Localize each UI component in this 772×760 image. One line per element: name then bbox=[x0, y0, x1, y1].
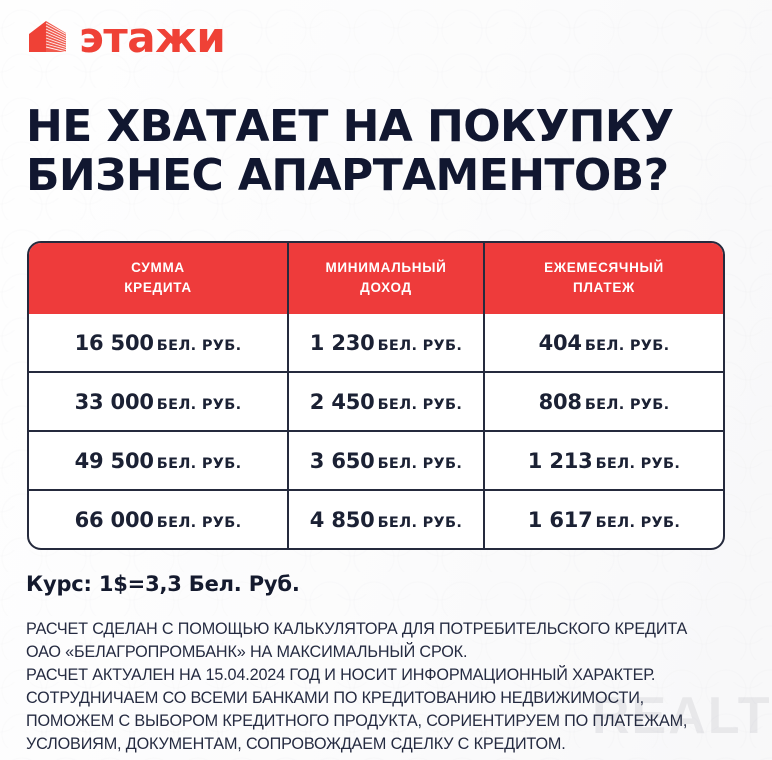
brand-logo[interactable]: этажи bbox=[0, 0, 772, 62]
unit-label: БЕЛ. РУБ. bbox=[156, 455, 242, 472]
unit-label: БЕЛ. РУБ. bbox=[595, 514, 681, 531]
unit-label: БЕЛ. РУБ. bbox=[584, 337, 670, 354]
column-header-monthly-payment-line2: ПЛАТЕЖ bbox=[573, 280, 635, 296]
unit-label: БЕЛ. РУБ. bbox=[156, 337, 242, 354]
headline-line-2: БИЗНЕС АПАРТАМЕНТОВ? bbox=[26, 150, 669, 202]
disclaimer-line-4: СОТРУДНИЧАЕМ СО ВСЕМИ БАНКАМИ ПО КРЕДИТО… bbox=[26, 689, 645, 708]
value-credit-amount: 33 000 bbox=[74, 389, 154, 414]
column-header-monthly-payment: ЕЖЕМЕСЯЧНЫЙ ПЛАТЕЖ bbox=[483, 242, 723, 315]
headline-line-1: НЕ ХВАТАЕТ НА ПОКУПКУ bbox=[26, 101, 674, 152]
cell-credit-amount: 66 000 БЕЛ. РУБ. bbox=[29, 491, 287, 548]
disclaimer-line-1: РАСЧЕТ СДЕЛАН С ПОМОЩЬЮ КАЛЬКУЛЯТОРА ДЛЯ… bbox=[26, 620, 688, 639]
disclaimer-line-5: ПОМОЖЕМ С ВЫБОРОМ КРЕДИТНОГО ПРОДУКТА, С… bbox=[26, 712, 688, 731]
cell-monthly-payment: 404 БЕЛ. РУБ. bbox=[483, 314, 723, 372]
cell-min-income: 4 850 БЕЛ. РУБ. bbox=[287, 491, 483, 549]
unit-label: БЕЛ. РУБ. bbox=[595, 455, 681, 472]
disclaimer-line-2: ОАО «БЕЛАГРОПРОМБАНК» НА МАКСИМАЛЬНЫЙ СР… bbox=[26, 643, 468, 662]
value-min-income: 1 230 bbox=[309, 330, 375, 355]
cell-min-income: 1 230 БЕЛ. РУБ. bbox=[287, 314, 483, 372]
disclaimer-line-6: УСЛОВИЯМ, ДОКУМЕНТАМ, СОПРОВОЖДАЕМ СДЕЛК… bbox=[26, 735, 566, 754]
column-header-credit-amount-line2: КРЕДИТА bbox=[124, 280, 192, 296]
table-row: 49 500 БЕЛ. РУБ. 3 650 БЕЛ. РУБ. 1 213 БЕЛ.… bbox=[29, 430, 723, 490]
unit-label: БЕЛ. РУБ. bbox=[584, 396, 670, 413]
column-header-min-income-line2: ДОХОД bbox=[360, 280, 412, 296]
value-min-income: 3 650 bbox=[309, 448, 375, 473]
value-min-income: 4 850 bbox=[309, 507, 375, 532]
table-header-row: СУММА КРЕДИТА МИНИМАЛЬНЫЙ ДОХОД ЕЖЕМЕСЯЧ… bbox=[29, 242, 723, 315]
cell-credit-amount: 49 500 БЕЛ. РУБ. bbox=[29, 432, 287, 489]
value-monthly-payment: 1 213 bbox=[527, 448, 593, 473]
value-credit-amount: 66 000 bbox=[74, 507, 154, 532]
unit-label: БЕЛ. РУБ. bbox=[377, 337, 463, 354]
disclaimer-text: РАСЧЕТ СДЕЛАН С ПОМОЩЬЮ КАЛЬКУЛЯТОРА ДЛЯ… bbox=[26, 618, 752, 756]
disclaimer-line-3: РАСЧЕТ АКТУАЛЕН НА 15.04.2024 ГОД И НОСИ… bbox=[26, 666, 656, 685]
column-header-min-income: МИНИМАЛЬНЫЙ ДОХОД bbox=[287, 242, 483, 315]
value-monthly-payment: 404 bbox=[538, 330, 582, 355]
unit-label: БЕЛ. РУБ. bbox=[156, 396, 242, 413]
cell-monthly-payment: 1 213 БЕЛ. РУБ. bbox=[483, 432, 723, 490]
cell-min-income: 2 450 БЕЛ. РУБ. bbox=[287, 373, 483, 431]
realt-watermark: REALT bbox=[592, 687, 772, 745]
column-header-min-income-line1: МИНИМАЛЬНЫЙ bbox=[325, 259, 447, 275]
column-header-credit-amount-line1: СУММА bbox=[131, 259, 185, 275]
value-min-income: 2 450 bbox=[309, 389, 375, 414]
page-title: НЕ ХВАТАЕТ НА ПОКУПКУ БИЗНЕС АПАРТАМЕНТО… bbox=[26, 102, 746, 201]
value-credit-amount: 16 500 bbox=[74, 330, 154, 355]
unit-label: БЕЛ. РУБ. bbox=[377, 514, 463, 531]
brand-name: этажи bbox=[79, 13, 226, 62]
cell-credit-amount: 33 000 БЕЛ. РУБ. bbox=[29, 373, 287, 430]
value-monthly-payment: 1 617 bbox=[527, 507, 593, 532]
column-header-credit-amount: СУММА КРЕДИТА bbox=[29, 243, 287, 315]
table-row: 16 500 БЕЛ. РУБ. 1 230 БЕЛ. РУБ. 404 БЕЛ. Р… bbox=[29, 314, 723, 372]
value-monthly-payment: 808 bbox=[538, 389, 582, 414]
table-row: 66 000 БЕЛ. РУБ. 4 850 БЕЛ. РУБ. 1 617 БЕЛ.… bbox=[29, 489, 723, 549]
unit-label: БЕЛ. РУБ. bbox=[377, 455, 463, 472]
unit-label: БЕЛ. РУБ. bbox=[377, 396, 463, 413]
cell-monthly-payment: 1 617 БЕЛ. РУБ. bbox=[483, 491, 723, 549]
value-credit-amount: 49 500 bbox=[74, 448, 154, 473]
cell-monthly-payment: 808 БЕЛ. РУБ. bbox=[483, 373, 723, 431]
building-stripes-icon bbox=[26, 18, 70, 58]
cell-credit-amount: 16 500 БЕЛ. РУБ. bbox=[29, 314, 287, 371]
credit-table: СУММА КРЕДИТА МИНИМАЛЬНЫЙ ДОХОД ЕЖЕМЕСЯЧ… bbox=[27, 240, 725, 551]
table-row: 33 000 БЕЛ. РУБ. 2 450 БЕЛ. РУБ. 808 БЕЛ. Р… bbox=[29, 371, 723, 431]
unit-label: БЕЛ. РУБ. bbox=[156, 514, 242, 531]
cell-min-income: 3 650 БЕЛ. РУБ. bbox=[287, 432, 483, 490]
column-header-monthly-payment-line1: ЕЖЕМЕСЯЧНЫЙ bbox=[544, 259, 664, 275]
exchange-rate-note: Курс: 1$=3,3 Бел. Руб. bbox=[26, 572, 300, 597]
table-body: 16 500 БЕЛ. РУБ. 1 230 БЕЛ. РУБ. 404 БЕЛ. Р… bbox=[29, 314, 723, 549]
